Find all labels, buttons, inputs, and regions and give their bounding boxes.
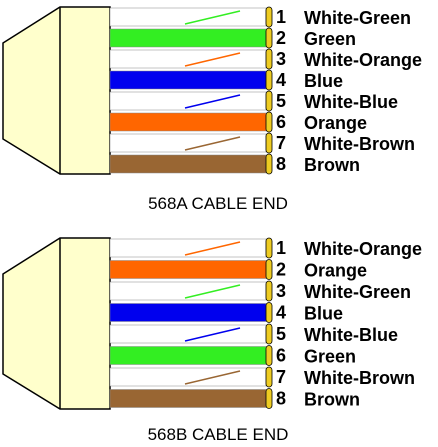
pin-contact [265,27,273,49]
wire-color-label: Blue [304,71,343,91]
pin-number: 4 [276,303,286,323]
wire-pin-5: 5 White-Blue [109,323,398,345]
wire-stripe-orange [184,241,241,256]
wire-color-label: White-Green [304,282,411,302]
pin-number: 1 [276,7,286,27]
wire-pin-7: 7 White-Brown [109,132,415,154]
wire-orange [109,112,267,132]
connector-boot [2,6,111,175]
wire-color-label: White-Blue [304,325,398,345]
pin-number: 2 [276,28,286,48]
wire-color-label: Orange [304,261,367,281]
connector-568b: 1 White-Orange 2 Orange 3 White-Green 4 Blue 5 Wh… [2,237,422,444]
pin-contact [265,237,273,259]
connector-568a: 1 White-Green 2 Green 3 White-Orange 4 Blue 5 Whi… [2,6,422,213]
wire-pin-6: 6 Green [109,345,356,367]
pin-contact [265,345,273,366]
wire-pin-1: 1 White-Orange [109,237,422,259]
pin-number: 3 [276,49,286,69]
wire-color-label: Orange [304,113,367,133]
wire-pin-2: 2 Green [109,27,356,49]
wire-pin-4: 4 Blue [109,302,343,324]
pin-number: 3 [276,281,286,301]
pin-contact [265,48,273,70]
pin-number: 5 [276,324,286,344]
cable-end-caption: 568A CABLE END [148,194,288,213]
connector-boot [2,237,111,410]
wire-stripe-green [184,284,241,299]
wire-pin-8: 8 Brown [109,153,360,175]
pin-contact [265,388,273,409]
pin-number: 6 [276,112,286,132]
wire-brown [109,389,267,408]
pin-number: 8 [276,154,286,174]
wire-pin-2: 2 Orange [109,259,367,281]
wire-stripe-blue [184,94,241,109]
pin-contact [265,259,273,280]
pin-contact [265,69,273,91]
pin-number: 5 [276,91,286,111]
wire-stripe-brown [184,136,241,151]
wire-stripe-green [184,10,241,25]
wire-pin-8: 8 Brown [109,388,360,410]
pin-contact [265,302,273,323]
pin-number: 4 [276,70,286,90]
pin-number: 1 [276,238,286,258]
pin-contact [265,153,273,175]
wire-color-label: White-Brown [304,368,415,388]
wire-pin-3: 3 White-Orange [109,48,422,70]
pin-contact [265,323,273,345]
wire-pin-7: 7 White-Brown [109,366,415,388]
pin-contact [265,366,273,388]
wire-color-label: White-Orange [304,50,422,70]
pin-number: 7 [276,133,286,153]
wire-pin-1: 1 White-Green [109,6,411,28]
pin-number: 7 [276,367,286,387]
pin-number: 2 [276,260,286,280]
wire-color-label: Green [304,347,356,367]
wire-green [109,28,267,48]
wire-green [109,346,267,365]
wire-pin-3: 3 White-Green [109,280,411,302]
wire-orange [109,260,267,279]
wire-brown [109,154,267,174]
pin-contact [265,111,273,133]
wire-stripe-blue [184,327,241,342]
wire-color-label: White-Brown [304,134,415,154]
wire-stripe-brown [184,370,241,385]
wire-pin-6: 6 Orange [109,111,367,133]
wire-color-label: White-Orange [304,239,422,259]
wire-color-label: Green [304,29,356,49]
wire-color-label: Blue [304,304,343,324]
pin-number: 6 [276,346,286,366]
wire-stripe-orange [184,52,241,67]
pin-contact [265,280,273,302]
wire-color-label: White-Green [304,8,411,28]
cable-end-caption: 568B CABLE END [148,425,289,444]
pin-contact [265,6,273,28]
wire-blue [109,303,267,322]
wire-color-label: White-Blue [304,92,398,112]
wire-color-label: Brown [304,390,360,410]
pin-contact [265,90,273,112]
wire-blue [109,70,267,90]
wire-pin-4: 4 Blue [109,69,343,91]
pin-contact [265,132,273,154]
wire-color-label: Brown [304,155,360,175]
pin-number: 8 [276,389,286,409]
wire-pin-5: 5 White-Blue [109,90,398,112]
